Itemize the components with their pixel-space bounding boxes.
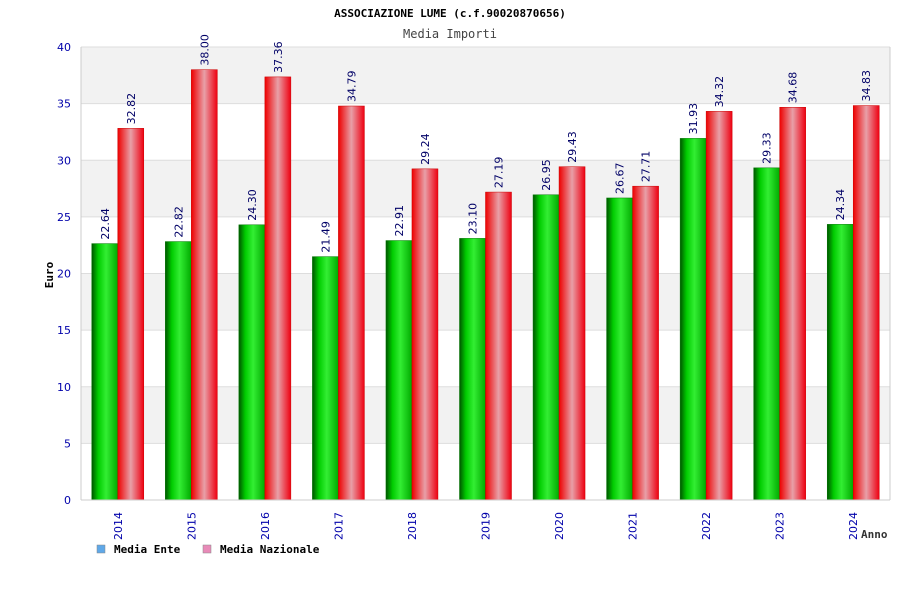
bar-media-ente-2015 [165,241,192,501]
data-label: 24.30 [246,189,259,221]
y-tick-label: 0 [64,494,71,507]
bar-media-nazionale-2022 [705,111,733,501]
bar-media-nazionale-2018 [411,168,439,501]
data-label: 22.91 [393,205,406,237]
x-tick-label: 2022 [700,512,713,540]
bars [91,69,880,501]
bar-media-ente-2016 [238,224,266,501]
y-tick-label: 25 [57,211,71,224]
legend-label: Media Nazionale [220,543,320,556]
bar-media-nazionale-2014 [117,128,145,501]
data-label: 37.36 [272,41,285,73]
bar-media-ente-2022 [679,138,707,501]
x-tick-label: 2023 [774,512,787,540]
bar-media-ente-2020 [532,194,560,501]
axes [80,47,891,501]
bar-media-nazionale-2024 [852,105,880,501]
data-label: 34.68 [787,72,800,104]
y-tick-label: 10 [57,381,71,394]
data-label: 34.32 [713,76,726,108]
x-tick-label: 2017 [332,512,345,540]
value-labels: 22.64 32.82 22.82 38.00 24.30 37.36 21.49 34.79… [99,34,873,252]
y-tick-label: 15 [57,324,71,337]
x-tick-label: 2024 [847,512,860,540]
bar-media-ente-2021 [606,197,633,501]
legend-label: Media Ente [114,543,181,556]
x-tick-label: 2015 [185,512,198,540]
bar-media-ente-2023 [753,167,780,501]
bar-media-nazionale-2023 [779,106,806,501]
chart-title: ASSOCIAZIONE LUME (c.f.90020870656) [334,7,566,20]
y-tick-label: 5 [64,437,71,450]
bar-media-ente-2017 [312,256,339,501]
data-label: 26.67 [614,162,627,194]
data-label: 24.34 [834,189,847,221]
x-axis-label: Anno [861,528,888,541]
data-label: 38.00 [198,34,211,66]
y-tick-label: 30 [57,154,71,167]
data-label: 29.43 [566,131,579,163]
legend-swatch [96,544,106,554]
y-tick-label: 35 [57,98,71,111]
y-axis-label: Euro [43,261,56,288]
bar-media-nazionale-2016 [264,76,292,501]
data-label: 34.79 [345,71,358,103]
data-label: 26.95 [540,159,553,191]
bar-media-ente-2018 [385,240,413,501]
legend-swatch [202,544,212,554]
data-label: 27.71 [640,151,653,183]
y-tick-labels: 0 5 10 15 20 25 30 35 40 [57,41,71,507]
bar-media-ente-2019 [459,238,486,501]
data-label: 22.64 [99,208,112,240]
x-tick-label: 2021 [627,512,640,540]
chart-subtitle: Media Importi [403,27,497,41]
x-tick-label: 2016 [259,512,272,540]
y-tick-label: 20 [57,268,71,281]
bar-media-nazionale-2015 [191,69,218,501]
data-label: 29.24 [419,133,432,165]
bar-media-nazionale-2017 [338,105,365,501]
bar-media-ente-2024 [826,224,854,501]
data-label: 27.19 [493,157,506,189]
bar-media-nazionale-2021 [632,185,659,501]
data-label: 21.49 [319,221,332,253]
bar-media-nazionale-2019 [485,191,512,501]
data-label: 29.33 [761,132,774,164]
x-tick-label: 2014 [112,512,125,540]
bar-media-ente-2014 [91,243,119,501]
data-label: 34.83 [860,70,873,102]
x-tick-label: 2020 [553,512,566,540]
data-label: 22.82 [172,206,185,238]
x-tick-labels: 2014 2015 2016 2017 2018 2019 2020 2021 2022 2023… [112,512,860,540]
data-label: 23.10 [467,203,480,235]
y-tick-label: 40 [57,41,71,54]
x-tick-label: 2018 [406,512,419,540]
x-tick-label: 2019 [480,512,493,540]
data-label: 32.82 [125,93,138,125]
data-label: 31.93 [687,103,700,135]
legend: Media Ente Media Nazionale [96,543,320,556]
bar-media-nazionale-2020 [558,166,586,501]
